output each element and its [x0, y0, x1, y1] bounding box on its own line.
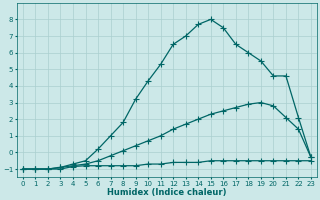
X-axis label: Humidex (Indice chaleur): Humidex (Indice chaleur): [107, 188, 227, 197]
